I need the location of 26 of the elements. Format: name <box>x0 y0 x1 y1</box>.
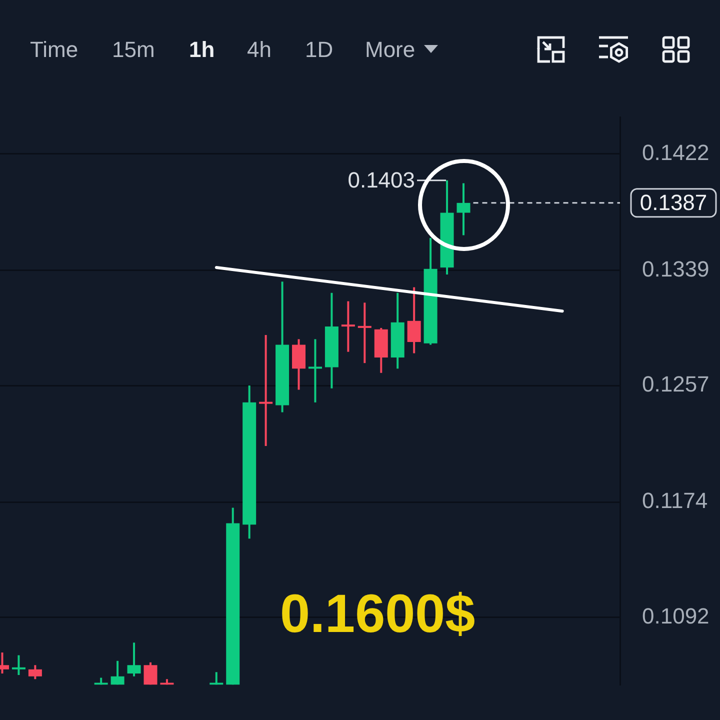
candlestick <box>110 660 124 685</box>
y-tick-label: 0.1257 <box>642 372 710 397</box>
candlestick <box>407 286 421 354</box>
text: 4h <box>247 37 272 63</box>
candlestick <box>341 300 355 353</box>
y-tick-label: 0.1339 <box>642 256 710 282</box>
text: 1D <box>305 37 334 63</box>
candlestick <box>144 661 158 685</box>
candlestick <box>456 182 470 236</box>
candlestick <box>28 664 42 680</box>
annotation: 0.1403 <box>348 167 416 192</box>
text: Time <box>30 37 78 63</box>
text: 1h <box>189 37 215 63</box>
candlestick <box>259 334 273 447</box>
y-tick-label: 0.1422 <box>642 140 710 165</box>
annotation: 0.1600$ <box>280 584 476 644</box>
candlestick <box>308 338 322 404</box>
text: More <box>365 37 416 63</box>
ref-line-label: 0.1387 <box>640 190 708 215</box>
text: 15m <box>112 37 155 63</box>
y-tick-label: 0.1174 <box>642 488 708 514</box>
candlestick <box>127 642 141 678</box>
candlestick <box>292 338 306 391</box>
candlestick <box>12 654 26 676</box>
candlestick <box>358 302 372 364</box>
y-tick-label: 0.1092 <box>642 603 710 628</box>
